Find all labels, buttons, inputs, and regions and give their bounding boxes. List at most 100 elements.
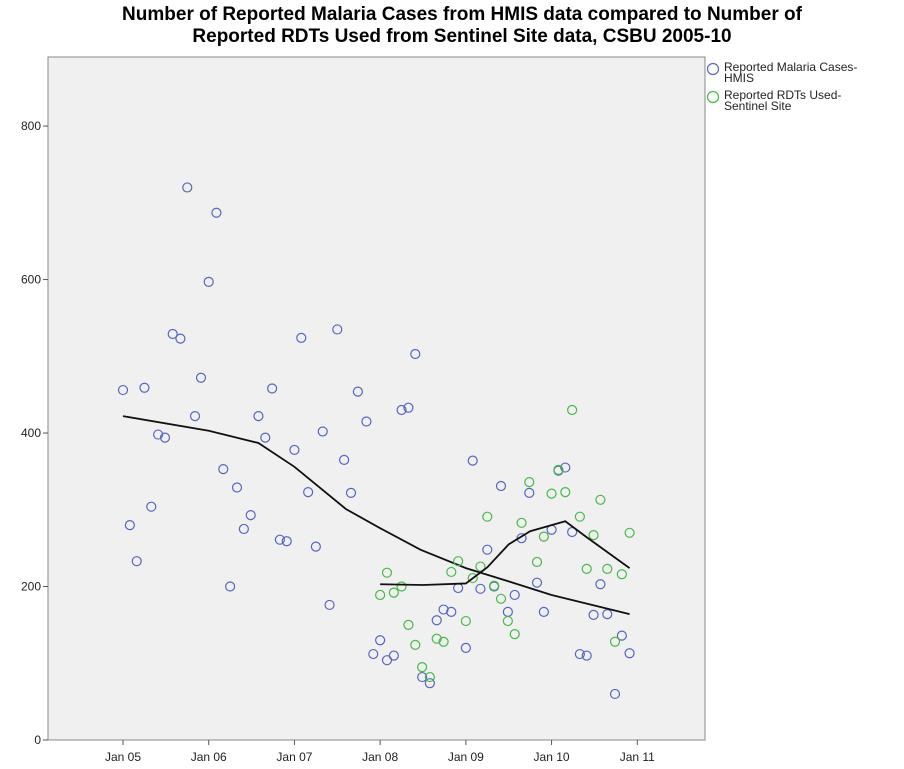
data-point — [339, 454, 350, 465]
data-point — [345, 487, 357, 498]
data-point — [131, 556, 142, 567]
data-point — [211, 207, 222, 218]
data-point — [560, 487, 571, 498]
fit-line — [380, 520, 631, 586]
data-point — [381, 655, 393, 666]
data-point — [381, 567, 393, 578]
data-point — [238, 523, 249, 535]
data-point — [424, 678, 435, 689]
data-point — [489, 580, 500, 591]
data-point — [403, 402, 414, 413]
data-point — [567, 404, 578, 416]
x-tick-label: Jan 08 — [362, 750, 398, 764]
data-point — [424, 671, 435, 683]
data-point — [317, 426, 328, 437]
data-point — [218, 464, 229, 475]
data-point — [602, 609, 613, 620]
legend: Reported Malaria Cases-HMIS Reported RDTs… — [706, 60, 896, 118]
data-point — [567, 526, 578, 538]
data-point — [417, 671, 428, 683]
data-point — [624, 648, 635, 659]
data-point — [167, 328, 178, 340]
y-tick-label: 400 — [21, 426, 41, 440]
data-point — [352, 386, 363, 397]
data-point — [475, 583, 486, 594]
data-point — [289, 444, 300, 456]
data-point — [375, 635, 386, 646]
x-tick-label: Jan 05 — [105, 750, 141, 764]
data-point — [495, 593, 507, 604]
data-point — [410, 639, 421, 650]
legend-marker — [706, 62, 720, 76]
data-point — [303, 487, 314, 498]
data-point — [624, 527, 635, 538]
data-point — [531, 577, 543, 588]
legend-item: Reported Malaria Cases-HMIS — [706, 60, 896, 85]
data-point — [410, 348, 421, 360]
data-point — [124, 520, 135, 531]
data-point — [388, 587, 399, 598]
data-point — [616, 630, 627, 641]
data-point — [574, 511, 585, 522]
data-point — [460, 615, 471, 627]
data-point — [403, 619, 414, 630]
data-point — [524, 487, 535, 498]
data-point — [281, 536, 292, 547]
data-point — [482, 511, 493, 522]
data-point — [431, 615, 442, 626]
data-point — [460, 642, 471, 654]
data-point — [609, 636, 621, 647]
data-point — [595, 579, 606, 590]
legend-label: Reported RDTs Used-Sentinel Site — [724, 88, 842, 113]
data-point — [553, 464, 564, 475]
data-point — [253, 411, 264, 422]
data-point — [581, 563, 592, 574]
data-point — [396, 581, 407, 592]
data-point — [446, 566, 457, 578]
data-point — [139, 382, 150, 393]
data-point — [431, 633, 442, 644]
legend-symbol — [706, 62, 720, 76]
data-point — [438, 604, 449, 615]
data-point — [361, 416, 372, 427]
data-point — [446, 606, 457, 617]
x-tick-label: Jan 10 — [534, 750, 570, 764]
data-point — [417, 661, 428, 673]
data-point — [509, 589, 520, 601]
data-point — [310, 541, 321, 552]
x-tick-label: Jan 09 — [448, 750, 484, 764]
data-point — [438, 636, 449, 647]
data-point — [453, 556, 464, 567]
data-point — [195, 372, 207, 383]
data-point — [588, 529, 599, 541]
data-point — [231, 482, 243, 493]
x-tick-label: Jan 11 — [620, 750, 655, 764]
data-point — [274, 534, 285, 545]
data-point — [117, 384, 129, 396]
data-point — [189, 411, 201, 422]
data-point — [524, 477, 535, 488]
legend-label: Reported Malaria Cases-HMIS — [724, 60, 858, 85]
data-point — [375, 589, 386, 601]
y-tick-label: 200 — [21, 580, 41, 594]
y-tick-label: 600 — [21, 273, 41, 287]
data-point — [146, 501, 157, 512]
data-point — [467, 455, 478, 466]
legend-marker — [706, 90, 720, 104]
chart-title: Reported RDTs Used from Sentinel Site da… — [192, 26, 731, 47]
data-point — [260, 432, 271, 443]
data-point — [546, 488, 557, 499]
data-point — [560, 462, 571, 473]
plot-area — [47, 56, 706, 741]
data-point — [609, 688, 621, 700]
data-point — [502, 615, 513, 627]
y-tick-label: 0 — [34, 733, 41, 747]
data-point — [509, 628, 520, 640]
data-point — [616, 569, 627, 580]
y-tick-label: 800 — [21, 119, 41, 133]
data-point — [203, 276, 214, 287]
data-point — [588, 609, 599, 621]
data-point — [574, 648, 585, 660]
